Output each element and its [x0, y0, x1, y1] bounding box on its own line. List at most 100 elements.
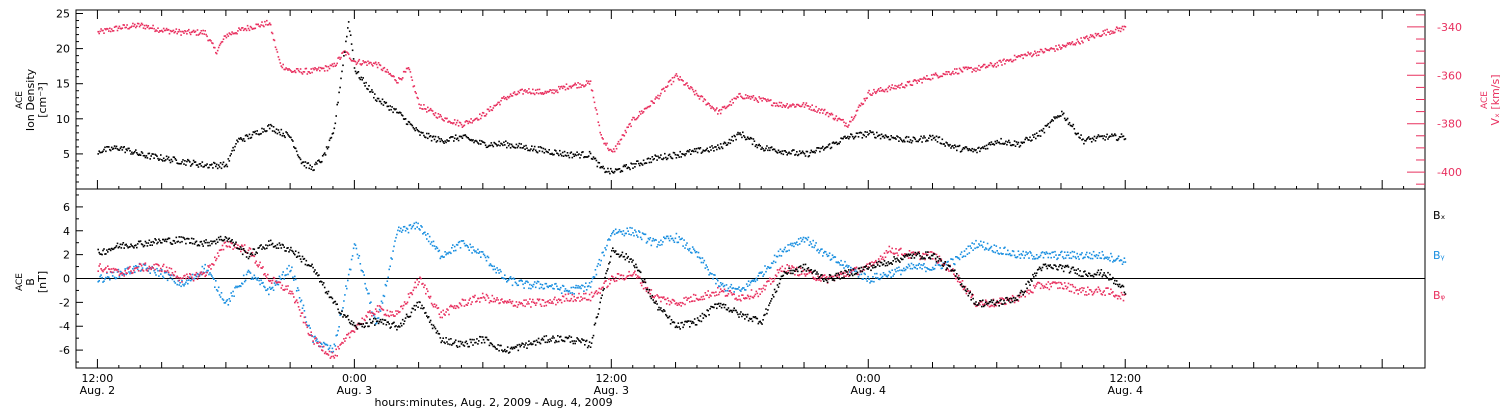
data-point — [1105, 34, 1107, 36]
data-point — [700, 299, 702, 301]
data-point — [949, 144, 951, 146]
data-point — [1018, 142, 1020, 144]
data-point — [728, 293, 730, 295]
data-point — [829, 143, 831, 145]
data-point — [757, 100, 759, 102]
data-point — [290, 137, 292, 139]
data-point — [1090, 34, 1092, 36]
data-point — [786, 103, 788, 105]
data-point — [456, 345, 458, 347]
data-point — [879, 279, 881, 281]
data-point — [510, 276, 512, 278]
data-point — [1124, 257, 1126, 259]
data-point — [972, 151, 974, 153]
data-point — [110, 250, 112, 252]
data-point — [984, 64, 986, 66]
data-point — [380, 319, 382, 321]
data-point — [1022, 58, 1024, 60]
data-point — [348, 54, 350, 56]
data-point — [894, 253, 896, 255]
data-point — [1061, 251, 1063, 253]
data-point — [891, 269, 893, 271]
data-point — [685, 297, 687, 299]
data-point — [375, 308, 377, 310]
data-point — [695, 294, 697, 296]
data-point — [1058, 44, 1060, 46]
data-point — [989, 65, 991, 67]
data-point — [326, 146, 328, 148]
data-point — [1043, 257, 1045, 259]
data-point — [641, 285, 643, 287]
data-point — [589, 282, 591, 284]
data-point — [199, 245, 201, 247]
data-point — [1097, 291, 1099, 293]
data-point — [338, 57, 340, 59]
data-point — [429, 236, 431, 238]
data-point — [337, 102, 339, 104]
data-point — [426, 315, 428, 317]
data-point — [509, 96, 511, 98]
data-point — [529, 284, 531, 286]
data-point — [1038, 54, 1040, 56]
data-point — [415, 287, 417, 289]
data-point — [278, 56, 280, 58]
data-point — [136, 152, 138, 154]
data-point — [350, 332, 352, 334]
data-point — [1055, 45, 1057, 47]
data-point — [731, 136, 733, 138]
data-point — [1029, 290, 1031, 292]
data-point — [822, 146, 824, 148]
data-point — [1070, 284, 1072, 286]
data-point — [393, 322, 395, 324]
data-point — [742, 294, 744, 296]
data-point — [166, 267, 168, 269]
data-point — [1049, 283, 1051, 285]
data-point — [1077, 256, 1079, 258]
data-point — [443, 256, 445, 258]
data-point — [626, 257, 628, 259]
data-point — [593, 97, 595, 99]
data-point — [208, 167, 210, 169]
data-point — [321, 161, 323, 163]
data-point — [339, 58, 341, 60]
data-point — [344, 51, 346, 53]
data-point — [934, 268, 936, 270]
data-point — [1035, 258, 1037, 260]
data-point — [606, 270, 608, 272]
data-point — [719, 286, 721, 288]
data-point — [461, 136, 463, 138]
data-point — [254, 256, 256, 258]
data-point — [144, 25, 146, 27]
data-point — [710, 295, 712, 297]
data-point — [915, 267, 917, 269]
data-point — [486, 113, 488, 115]
data-point — [588, 81, 590, 83]
data-point — [310, 68, 312, 70]
data-point — [400, 112, 402, 114]
data-point — [704, 260, 706, 262]
data-point — [162, 276, 164, 278]
data-point — [546, 342, 548, 344]
data-point — [821, 248, 823, 250]
data-point — [876, 273, 878, 275]
data-point — [439, 313, 441, 315]
data-point — [380, 101, 382, 103]
data-point — [809, 155, 811, 157]
data-point — [382, 302, 384, 304]
data-point — [599, 292, 601, 294]
data-point — [441, 340, 443, 342]
data-point — [1083, 287, 1085, 289]
data-point — [774, 278, 776, 280]
data-point — [966, 248, 968, 250]
data-point — [309, 327, 311, 329]
data-point — [329, 140, 331, 142]
data-point — [411, 76, 413, 78]
data-point — [707, 269, 709, 271]
data-point — [192, 274, 194, 276]
data-point — [773, 280, 775, 282]
data-point — [213, 264, 215, 266]
data-point — [971, 71, 973, 73]
data-point — [221, 168, 223, 170]
data-point — [637, 117, 639, 119]
data-point — [562, 88, 564, 90]
